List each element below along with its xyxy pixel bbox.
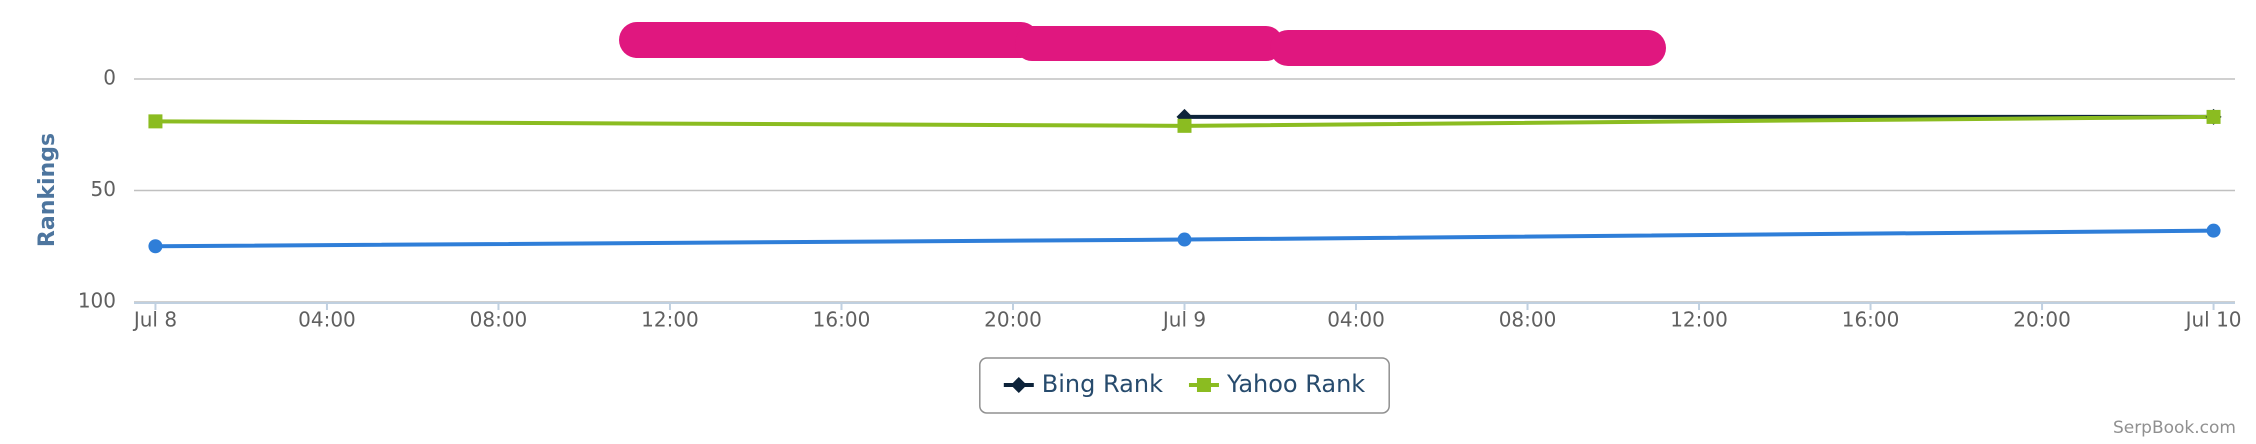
x-tick-label: Jul 9 xyxy=(1161,308,1206,332)
marker xyxy=(2206,223,2221,238)
y-tick-label: 100 xyxy=(78,289,116,313)
redaction-bar xyxy=(1015,26,1283,61)
marker xyxy=(148,114,163,129)
legend-item: Bing Rank xyxy=(1003,370,1163,398)
marker xyxy=(1177,118,1192,133)
redaction-bar xyxy=(619,22,1039,58)
y-tick-label: 0 xyxy=(103,66,116,90)
x-tick-label: 12:00 xyxy=(1670,308,1728,332)
redaction-bar xyxy=(1270,30,1666,66)
marker xyxy=(2206,109,2221,124)
x-tick-label: 20:00 xyxy=(984,308,1042,332)
legend-label: Yahoo Rank xyxy=(1226,370,1365,398)
legend-box xyxy=(979,357,1390,414)
marker xyxy=(1010,377,1027,393)
y-axis-label: Rankings xyxy=(35,133,60,247)
x-tick-label: Jul 8 xyxy=(132,308,177,332)
legend-label: Bing Rank xyxy=(1042,370,1163,398)
y-tick-label: 50 xyxy=(91,177,116,201)
redaction xyxy=(619,22,1666,66)
x-tick-label: 20:00 xyxy=(2013,308,2071,332)
x-tick-label: 08:00 xyxy=(1499,308,1557,332)
credit: SerpBook.com xyxy=(2113,418,2236,438)
marker xyxy=(1196,378,1211,392)
x-tick-label: 16:00 xyxy=(1842,308,1900,332)
marker xyxy=(1177,232,1192,247)
x-tick-label: 04:00 xyxy=(298,308,356,332)
x-tick-label: 08:00 xyxy=(470,308,528,332)
legend-item: Yahoo Rank xyxy=(1188,370,1365,398)
x-tick-label: 12:00 xyxy=(641,308,699,332)
x-tick-label: Jul 10 xyxy=(2184,308,2242,332)
x-tick-label: 04:00 xyxy=(1327,308,1385,332)
x-tick-label: 16:00 xyxy=(813,308,871,332)
legend: Bing Rank Yahoo Rank xyxy=(979,357,1390,414)
marker xyxy=(148,239,163,254)
